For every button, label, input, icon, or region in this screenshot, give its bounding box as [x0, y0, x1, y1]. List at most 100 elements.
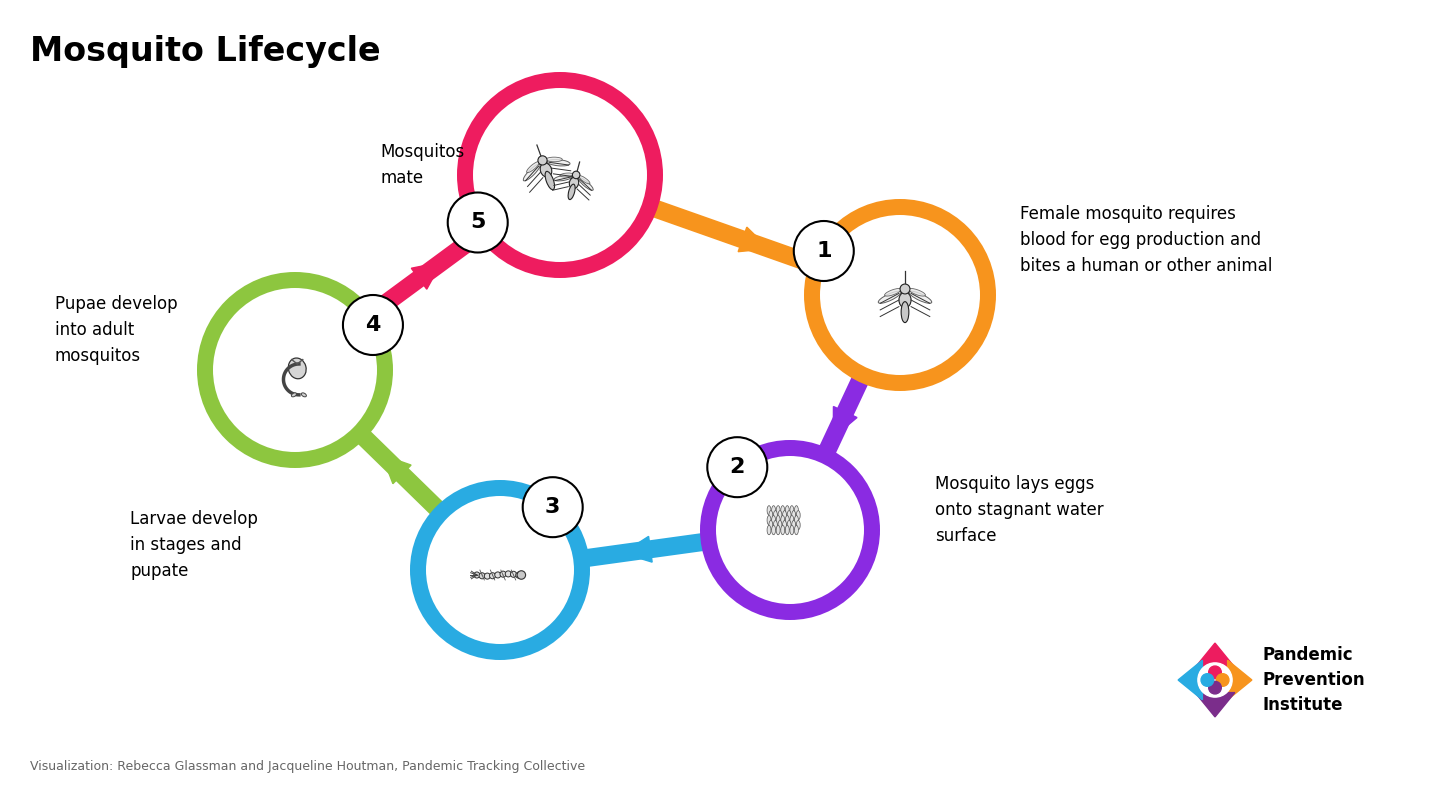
- Ellipse shape: [768, 526, 770, 534]
- Ellipse shape: [579, 178, 593, 190]
- Ellipse shape: [791, 506, 793, 515]
- Ellipse shape: [776, 506, 780, 515]
- Ellipse shape: [884, 289, 901, 296]
- Ellipse shape: [769, 520, 773, 530]
- Ellipse shape: [546, 171, 554, 190]
- Circle shape: [343, 295, 403, 355]
- Ellipse shape: [569, 177, 579, 189]
- Ellipse shape: [560, 173, 573, 177]
- Circle shape: [517, 571, 526, 579]
- Circle shape: [474, 572, 480, 578]
- Ellipse shape: [782, 511, 786, 520]
- Ellipse shape: [776, 526, 780, 534]
- Polygon shape: [1195, 692, 1236, 717]
- Ellipse shape: [901, 301, 909, 323]
- Circle shape: [900, 284, 910, 294]
- Circle shape: [1208, 666, 1221, 679]
- Ellipse shape: [768, 506, 770, 515]
- Ellipse shape: [773, 520, 778, 530]
- Text: Pupae develop
into adult
mosquitos: Pupae develop into adult mosquitos: [55, 295, 177, 366]
- Circle shape: [708, 448, 873, 612]
- Circle shape: [1217, 674, 1228, 686]
- Ellipse shape: [796, 511, 801, 520]
- Ellipse shape: [785, 526, 789, 534]
- Ellipse shape: [776, 515, 780, 525]
- Text: Female mosquito requires
blood for egg production and
bites a human or other ani: Female mosquito requires blood for egg p…: [1020, 205, 1273, 275]
- Circle shape: [448, 193, 508, 252]
- Ellipse shape: [782, 520, 786, 530]
- Polygon shape: [834, 407, 857, 438]
- Ellipse shape: [547, 159, 570, 166]
- Text: 3: 3: [544, 497, 560, 517]
- Polygon shape: [1227, 661, 1251, 699]
- Circle shape: [539, 155, 547, 165]
- Text: 1: 1: [816, 241, 831, 261]
- Ellipse shape: [769, 511, 773, 520]
- Ellipse shape: [569, 184, 575, 200]
- Circle shape: [500, 571, 505, 577]
- Circle shape: [484, 573, 491, 579]
- Ellipse shape: [785, 506, 789, 515]
- Ellipse shape: [909, 291, 932, 303]
- Ellipse shape: [796, 520, 801, 530]
- Ellipse shape: [291, 393, 297, 396]
- Circle shape: [1208, 681, 1221, 694]
- Circle shape: [523, 477, 583, 537]
- Ellipse shape: [792, 511, 796, 520]
- Circle shape: [812, 207, 988, 383]
- Ellipse shape: [523, 164, 540, 181]
- Text: Mosquito Lifecycle: Mosquito Lifecycle: [30, 35, 380, 68]
- Ellipse shape: [772, 515, 776, 525]
- Circle shape: [707, 437, 768, 497]
- Ellipse shape: [791, 515, 793, 525]
- Ellipse shape: [527, 162, 540, 173]
- Text: Larvae develop
in stages and
pupate: Larvae develop in stages and pupate: [130, 510, 258, 580]
- Circle shape: [516, 572, 521, 578]
- Ellipse shape: [773, 511, 778, 520]
- Ellipse shape: [899, 293, 912, 308]
- Ellipse shape: [288, 358, 307, 379]
- Ellipse shape: [795, 526, 798, 534]
- Ellipse shape: [791, 526, 793, 534]
- Ellipse shape: [780, 526, 785, 534]
- Ellipse shape: [778, 520, 782, 530]
- Circle shape: [505, 571, 511, 577]
- Ellipse shape: [554, 175, 573, 181]
- Circle shape: [490, 573, 495, 579]
- Ellipse shape: [792, 520, 796, 530]
- Ellipse shape: [778, 511, 782, 520]
- Polygon shape: [739, 227, 769, 251]
- Ellipse shape: [795, 506, 798, 515]
- Ellipse shape: [788, 511, 791, 520]
- Ellipse shape: [772, 526, 776, 534]
- Polygon shape: [1195, 643, 1236, 668]
- Ellipse shape: [788, 520, 791, 530]
- Ellipse shape: [301, 393, 307, 396]
- Ellipse shape: [780, 506, 785, 515]
- Text: 5: 5: [469, 213, 485, 232]
- Circle shape: [1198, 663, 1233, 697]
- Ellipse shape: [785, 515, 789, 525]
- Polygon shape: [1178, 661, 1202, 699]
- Text: Mosquito lays eggs
onto stagnant water
surface: Mosquito lays eggs onto stagnant water s…: [935, 474, 1103, 546]
- Text: 4: 4: [366, 315, 380, 335]
- Ellipse shape: [772, 506, 776, 515]
- Circle shape: [480, 573, 485, 579]
- Circle shape: [573, 171, 580, 178]
- Ellipse shape: [780, 515, 785, 525]
- Circle shape: [1201, 674, 1214, 686]
- Circle shape: [418, 488, 582, 652]
- Ellipse shape: [540, 163, 552, 177]
- Polygon shape: [412, 262, 442, 289]
- Ellipse shape: [878, 291, 901, 303]
- Polygon shape: [622, 536, 652, 562]
- Circle shape: [510, 571, 517, 577]
- Circle shape: [793, 221, 854, 281]
- Circle shape: [495, 572, 501, 578]
- Ellipse shape: [909, 289, 926, 296]
- Ellipse shape: [579, 175, 590, 184]
- Ellipse shape: [768, 515, 770, 525]
- Polygon shape: [382, 455, 410, 484]
- Ellipse shape: [546, 157, 562, 162]
- Text: 2: 2: [730, 458, 744, 477]
